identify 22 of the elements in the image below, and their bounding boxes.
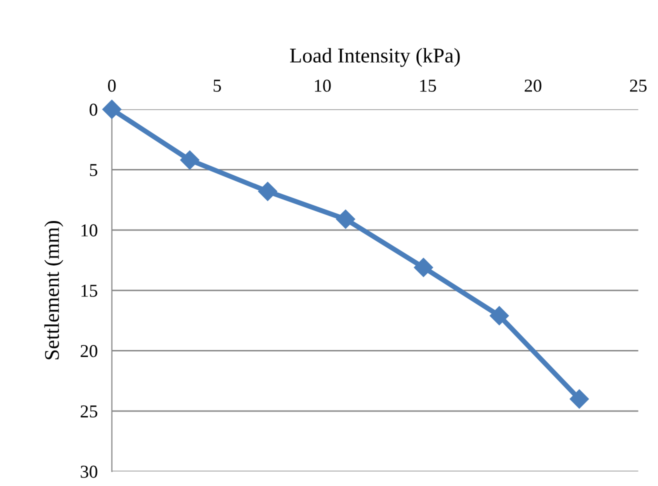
y-tick-label: 15 <box>82 284 98 297</box>
x-tick-label: 5 <box>214 80 221 92</box>
x-axis-title: Load Intensity (kPa) <box>290 48 460 67</box>
x-tick-label: 20 <box>524 80 542 92</box>
point <box>336 210 356 229</box>
y-tick-label: 30 <box>80 466 98 478</box>
x-tick-label: 0 <box>108 80 116 92</box>
x-tick-label: 10 <box>314 80 331 92</box>
y-tick-label: 20 <box>80 344 98 358</box>
y-tick-label: 0 <box>90 104 98 116</box>
point <box>258 182 278 201</box>
x-tick-label: 25 <box>630 80 647 92</box>
y-axis-title: Settlement (mm) <box>44 221 64 360</box>
point <box>180 150 200 170</box>
point <box>414 258 434 277</box>
y-tick-label: 5 <box>90 164 98 176</box>
x-tick-label: 15 <box>420 80 436 92</box>
y-tick-label: 25 <box>80 405 98 418</box>
y-tick-label: 10 <box>82 224 98 236</box>
point <box>102 100 122 119</box>
point <box>570 389 589 409</box>
point <box>490 306 509 326</box>
